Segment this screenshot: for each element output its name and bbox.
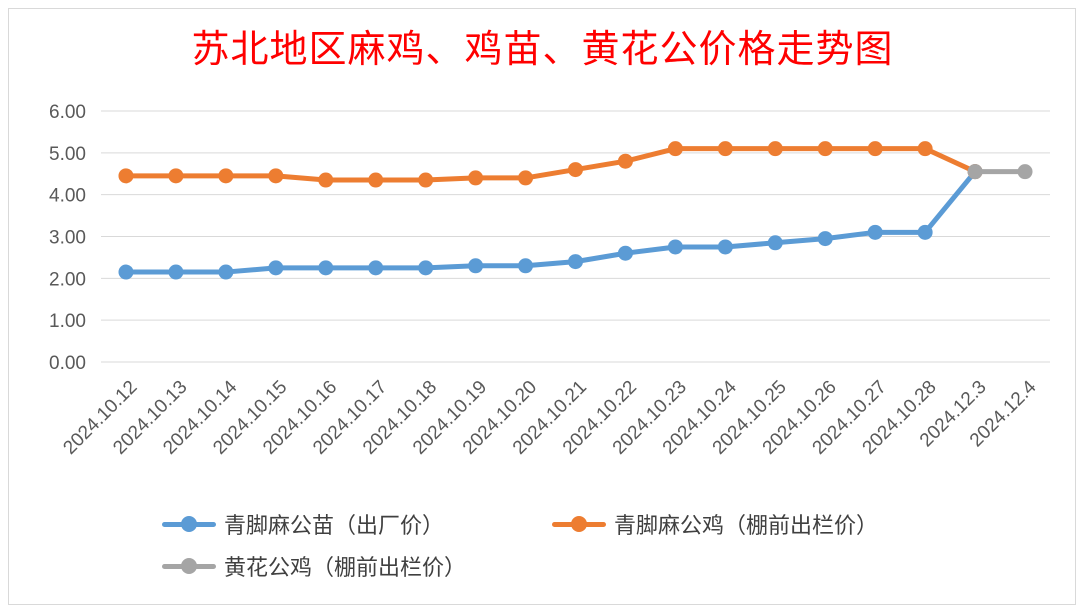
data-point [168,168,184,184]
series-line [123,146,978,183]
data-point [368,172,384,188]
data-point [218,264,234,280]
data-point [568,254,583,270]
data-point [817,231,833,247]
data-point [617,245,633,261]
y-tick-label: 1.00 [49,311,86,332]
data-point [967,164,983,180]
data-point [418,260,434,276]
legend-label-orange: 青脚麻公鸡（棚前出栏价） [614,514,879,539]
data-point [867,141,883,157]
chart-legend: 青脚麻公苗（出厂价） 青脚麻公鸡（棚前出栏价） 黄花公鸡（棚前出栏价） [160,510,1020,590]
data-point [168,264,184,280]
y-tick-label: 0.00 [49,353,86,374]
data-point [268,168,284,184]
data-point [218,168,234,184]
data-point [418,172,434,188]
legend-label-gray: 黄花公鸡（棚前出栏价） [224,556,467,581]
y-tick-label: 4.00 [49,186,86,207]
legend-marker-gray [160,552,218,580]
data-point [1017,164,1033,180]
data-point [318,260,334,276]
data-point [468,170,484,186]
y-tick-label: 2.00 [49,269,86,290]
data-point [318,172,334,188]
data-point [717,141,733,157]
chart-title: 苏北地区麻鸡、鸡苗、黄花公价格走势图 [191,27,894,71]
data-point [917,141,933,157]
data-point [867,224,883,240]
data-point [368,260,384,276]
data-point [617,153,633,169]
data-point [518,258,534,274]
y-tick-label: 5.00 [49,144,86,165]
data-point [817,141,833,157]
data-point [568,162,583,178]
data-point [518,170,534,186]
legend-item-orange: 青脚麻公鸡（棚前出栏价） [550,510,879,539]
data-point [717,239,733,255]
legend-marker-blue [160,510,218,538]
data-point [917,224,933,240]
legend-marker-orange [550,510,608,538]
data-point [268,260,284,276]
series-line [123,169,978,275]
data-point [667,141,683,157]
data-point [468,258,484,274]
y-tick-label: 6.00 [49,102,86,123]
data-point [118,264,134,280]
data-point [767,235,783,251]
legend-item-gray: 黄花公鸡（棚前出栏价） [160,552,467,581]
legend-label-blue: 青脚麻公苗（出厂价） [224,514,445,539]
data-point [667,239,683,255]
data-point [118,168,134,184]
chart-frame [8,8,1076,605]
data-point [767,141,783,157]
legend-item-blue: 青脚麻公苗（出厂价） [160,510,445,539]
y-tick-label: 3.00 [49,228,86,249]
